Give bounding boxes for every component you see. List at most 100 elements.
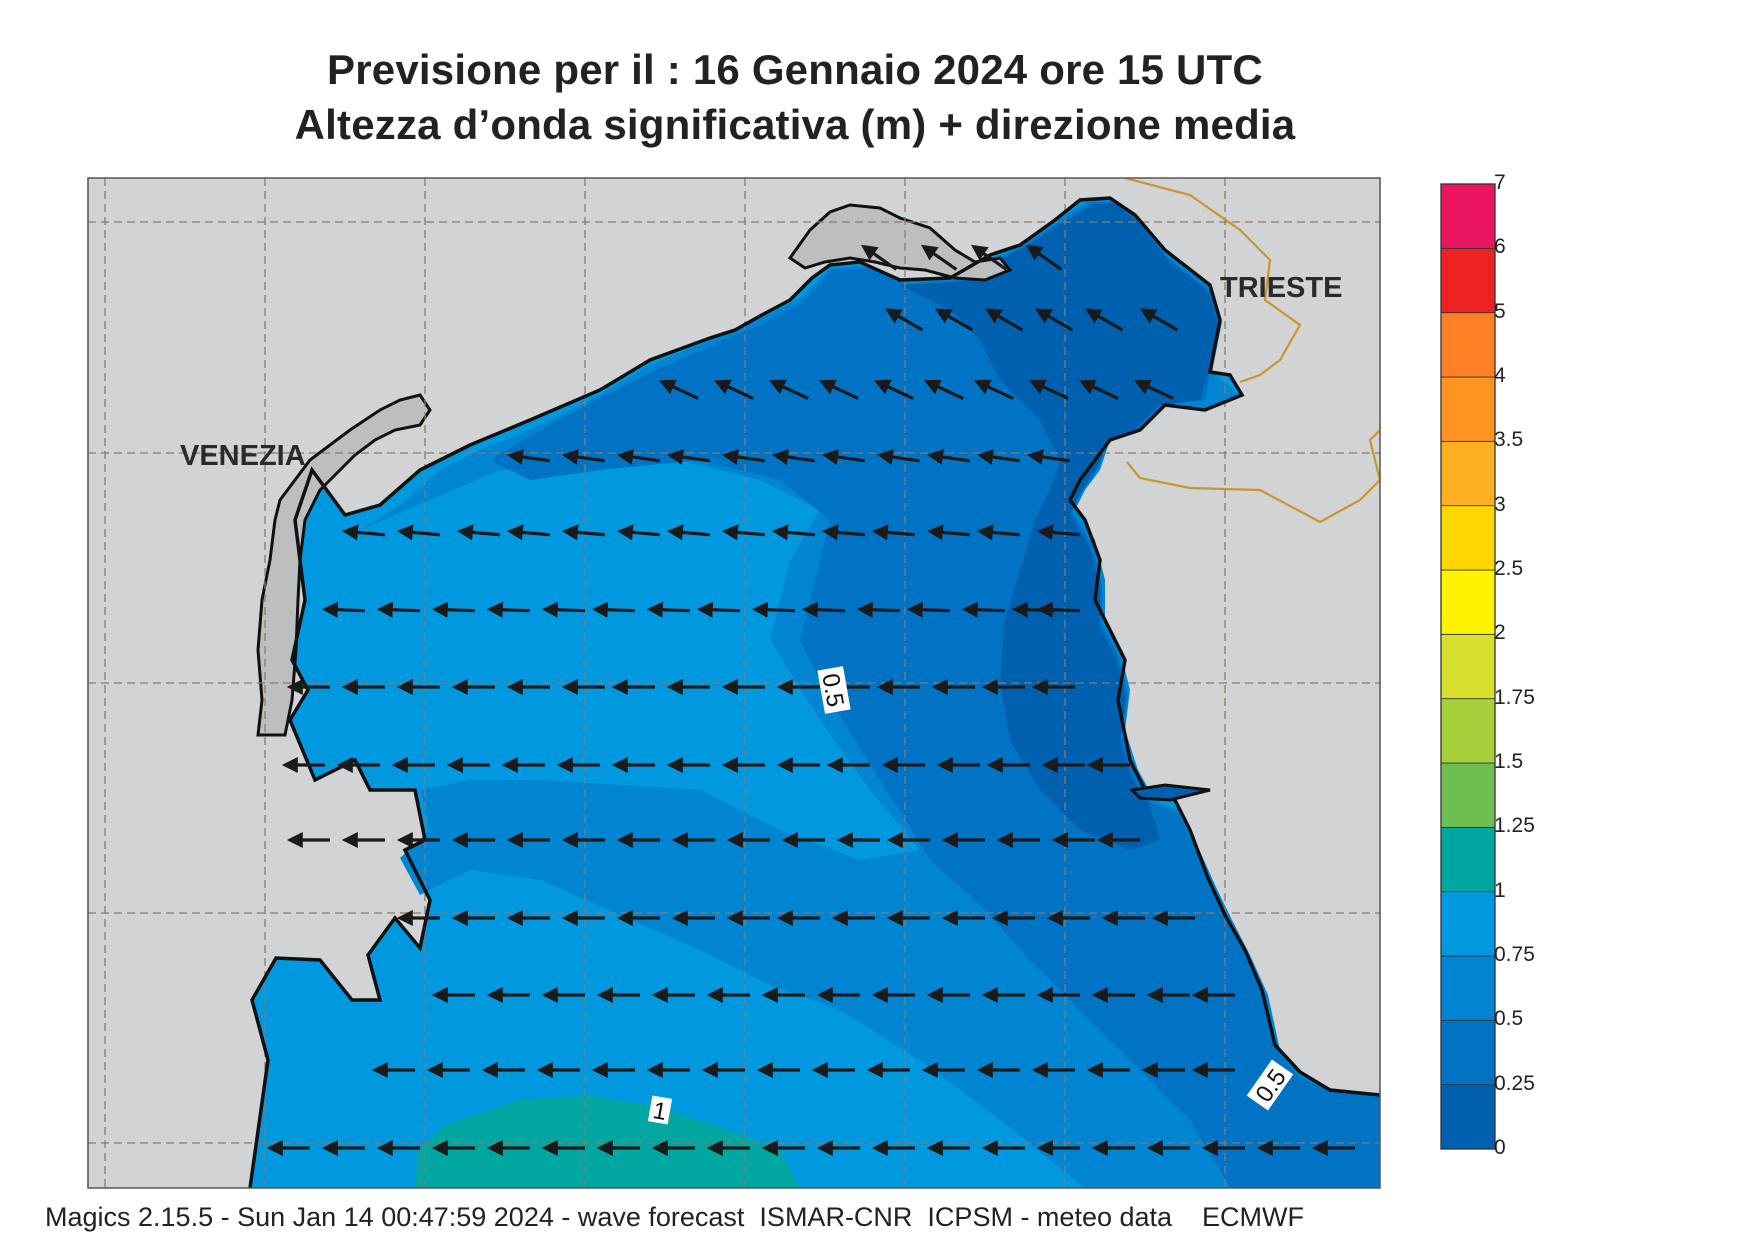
wave-arrow	[1078, 379, 1119, 400]
wave-arrow	[658, 379, 699, 400]
colorbar-swatch	[1440, 312, 1496, 378]
wave-arrow	[1027, 449, 1071, 465]
colorbar-swatch	[1440, 826, 1496, 893]
istria-inlet	[1128, 783, 1211, 802]
wave-arrow	[721, 524, 766, 541]
wave-arrow	[486, 601, 531, 618]
colorbar-tick-label: 2	[1494, 621, 1506, 645]
sea-band-0-25	[900, 204, 1218, 850]
wave-arrow	[923, 379, 964, 400]
sea-band-25-50	[490, 202, 1380, 1188]
wave-arrow	[321, 601, 366, 618]
wave-arrow	[456, 524, 501, 541]
colorbar	[1440, 183, 1496, 1150]
wave-arrow	[431, 601, 476, 618]
colorbar-tick-label: 4	[1494, 364, 1506, 387]
contour-label-b-text: 1	[651, 1097, 669, 1126]
wave-arrow	[871, 524, 916, 541]
wave-arrow	[984, 308, 1024, 332]
wave-arrow	[1139, 308, 1179, 332]
colorbar-tick-label: 1	[1494, 878, 1506, 902]
wave-arrow	[801, 601, 846, 618]
wave-arrow	[696, 601, 741, 618]
wave-arrow	[884, 308, 924, 332]
colorbar-tick-label: 2.5	[1494, 557, 1524, 580]
wave-arrow	[1028, 379, 1069, 400]
wave-arrow	[877, 449, 921, 465]
wave-arrow	[506, 524, 551, 541]
wave-arrow	[561, 524, 606, 541]
wave-arrow	[591, 601, 636, 618]
wave-arrow	[1036, 524, 1081, 541]
wave-arrow	[1036, 601, 1081, 618]
wave-arrow	[1034, 308, 1074, 332]
city-label-venezia: VENEZIA	[180, 440, 306, 472]
colorbar-swatch	[1440, 1019, 1496, 1086]
wave-arrow	[873, 379, 914, 400]
venezia-lagoon-land	[256, 393, 432, 737]
title-line-2: Altezza d’onda significativa (m) + direz…	[294, 101, 1296, 148]
national-border	[1124, 178, 1380, 524]
wave-arrow	[976, 524, 1021, 541]
wave-arrow	[713, 379, 754, 400]
city-label-trieste: TRIESTE	[1220, 272, 1343, 304]
colorbar-tick-label: 0.5	[1494, 1007, 1524, 1031]
wave-arrow	[977, 449, 1021, 465]
colorbar-tick-label: 5	[1494, 299, 1506, 323]
wave-arrow	[906, 601, 951, 618]
colorbar-tick-label: 0	[1494, 1136, 1506, 1159]
wave-arrow	[934, 308, 974, 332]
colorbar-tick-label: 6	[1494, 235, 1506, 259]
colorbar-tick-label: 1.75	[1494, 685, 1535, 709]
colorbar-frame	[1440, 183, 1496, 1150]
wave-arrow	[341, 524, 386, 541]
colorbar-swatch	[1440, 440, 1496, 507]
wave-arrow	[617, 449, 661, 465]
map-frame	[87, 177, 1381, 1189]
contour-label-a-text: 0.5	[816, 671, 848, 709]
wave-arrow	[1025, 244, 1063, 271]
wave-arrow	[751, 601, 796, 618]
wave-arrow	[970, 244, 1008, 271]
wave-arrow	[1084, 308, 1124, 332]
colorbar-swatch	[1440, 1084, 1496, 1150]
wave-arrow	[961, 601, 1006, 618]
wave-arrow	[396, 524, 441, 541]
wave-arrow	[920, 244, 958, 271]
wave-arrow	[646, 601, 691, 618]
wave-arrow	[667, 449, 711, 465]
wave-arrow	[772, 449, 816, 465]
colorbar-swatch	[1440, 891, 1496, 957]
colorbar-swatch	[1440, 247, 1496, 314]
wave-direction-arrows	[266, 244, 1355, 1156]
colorbar-swatch	[1440, 505, 1496, 571]
wave-arrow	[616, 524, 661, 541]
colorbar-tick-label: 7	[1494, 171, 1506, 194]
colorbar-swatch	[1440, 955, 1496, 1021]
wave-arrow	[927, 449, 971, 465]
coastline	[248, 196, 1380, 1188]
wave-arrow	[822, 449, 866, 465]
wave-arrow	[821, 524, 866, 541]
wave-arrow	[507, 449, 551, 465]
footer-credits: Magics 2.15.5 - Sun Jan 14 00:47:59 2024…	[45, 1202, 1305, 1232]
colorbar-tick-label: 3.5	[1494, 428, 1524, 452]
wave-arrow	[541, 601, 586, 618]
colorbar-tick-label: 1.25	[1494, 814, 1535, 838]
wave-arrow	[1133, 379, 1174, 400]
colorbar-swatch	[1440, 762, 1496, 828]
colorbar-swatch	[1440, 376, 1496, 442]
wave-arrow	[818, 379, 859, 400]
colorbar-tick-label: 0.25	[1494, 1071, 1535, 1095]
colorbar-swatch	[1440, 633, 1496, 700]
wave-arrow	[926, 524, 971, 541]
contour-label-b: 1	[647, 1095, 673, 1126]
wave-arrow	[860, 244, 898, 271]
grado-lagoon-land	[787, 203, 1013, 282]
colorbar-tick-label: 3	[1494, 492, 1506, 516]
wave-arrow	[856, 601, 901, 618]
title-line-1: Previsione per il : 16 Gennaio 2024 ore …	[327, 46, 1263, 93]
wave-arrow	[973, 379, 1014, 400]
colorbar-swatch	[1440, 569, 1496, 635]
